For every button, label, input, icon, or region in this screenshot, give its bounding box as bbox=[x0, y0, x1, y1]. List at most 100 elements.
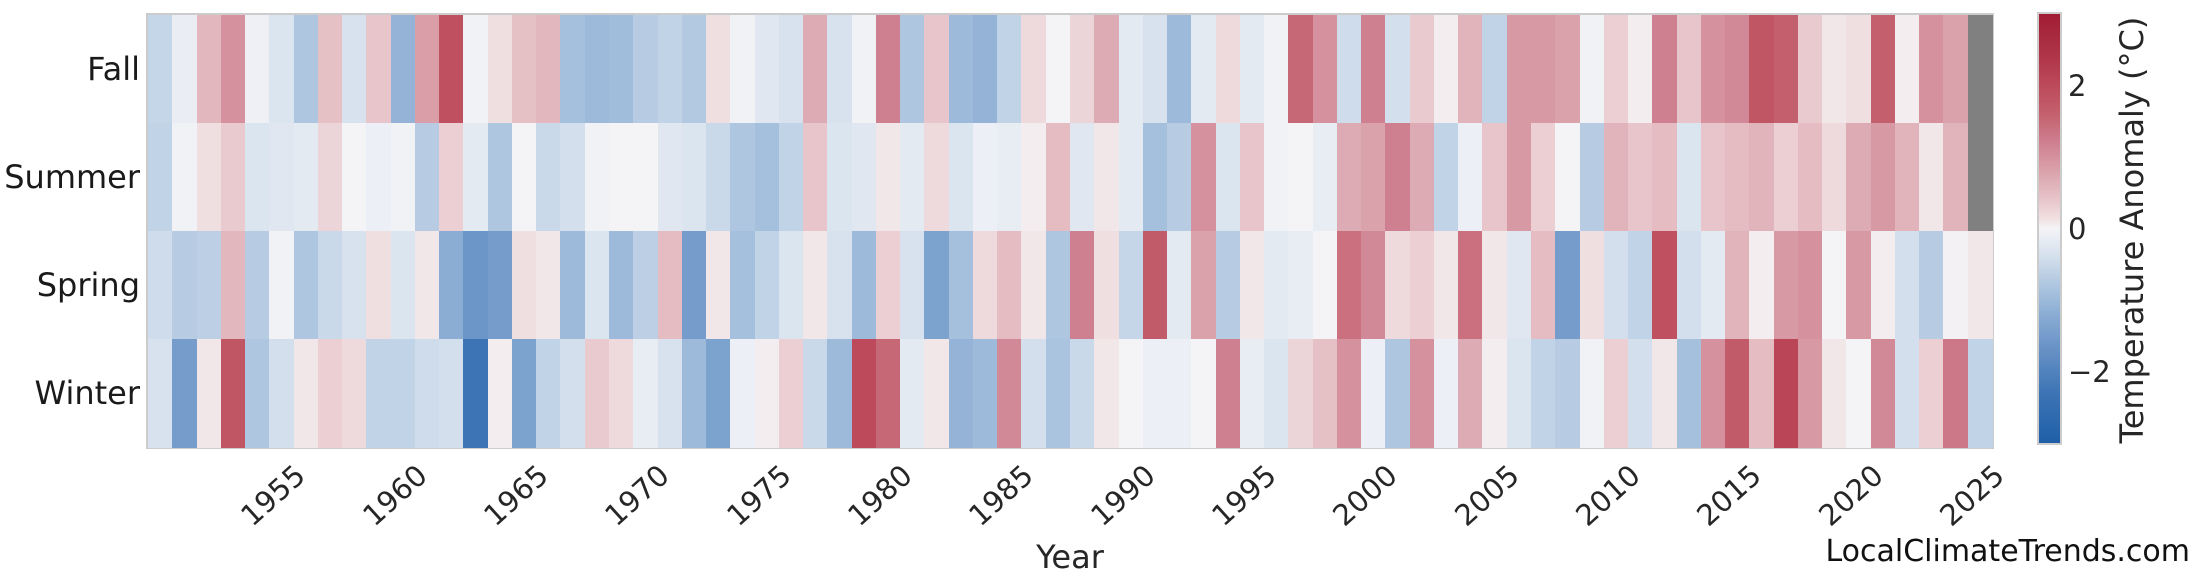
heatmap-cell-fall-1974 bbox=[730, 15, 756, 124]
heatmap-cell-winter-1955 bbox=[269, 339, 295, 448]
heatmap-cell-summer-1957 bbox=[317, 123, 343, 232]
heatmap-cell-fall-1996 bbox=[1264, 15, 1289, 124]
heatmap-cell-spring-1997 bbox=[1288, 231, 1314, 340]
heatmap-cell-fall-2005 bbox=[1482, 15, 1508, 124]
heatmap-cell-spring-2014 bbox=[1700, 231, 1726, 340]
heatmap-cell-winter-1957 bbox=[317, 339, 343, 448]
heatmap-cell-fall-1984 bbox=[972, 15, 998, 124]
heatmap-cell-spring-2017 bbox=[1773, 231, 1799, 340]
heatmap-cell-winter-1969 bbox=[609, 339, 634, 448]
heatmap-cell-spring-1966 bbox=[536, 231, 562, 340]
heatmap-cell-fall-2020 bbox=[1846, 15, 1872, 124]
heatmap-cell-spring-1959 bbox=[366, 231, 392, 340]
heatmap-cell-winter-2006 bbox=[1506, 339, 1532, 448]
heatmap-cell-winter-1954 bbox=[245, 339, 270, 448]
heatmap-cell-summer-2005 bbox=[1482, 123, 1508, 232]
heatmap-cell-summer-2006 bbox=[1506, 123, 1532, 232]
heatmap-cell-fall-1950 bbox=[148, 15, 173, 124]
heatmap-cell-fall-1965 bbox=[511, 15, 537, 124]
heatmap-cell-spring-1994 bbox=[1215, 231, 1241, 340]
heatmap-cell-winter-1990 bbox=[1118, 339, 1144, 448]
heatmap-cell-fall-2011 bbox=[1628, 15, 1653, 124]
heatmap-cell-winter-2008 bbox=[1555, 339, 1581, 448]
heatmap-cell-summer-1969 bbox=[609, 123, 634, 232]
heatmap-cell-winter-2019 bbox=[1822, 339, 1848, 448]
heatmap-cell-winter-1995 bbox=[1239, 339, 1265, 448]
heatmap-cell-summer-1995 bbox=[1239, 123, 1265, 232]
heatmap-cell-fall-1985 bbox=[997, 15, 1023, 124]
heatmap-cell-fall-1989 bbox=[1094, 15, 1120, 124]
heatmap-cell-summer-1960 bbox=[390, 123, 416, 232]
heatmap-cell-fall-1983 bbox=[948, 15, 974, 124]
heatmap-cell-fall-1995 bbox=[1239, 15, 1265, 124]
heatmap-cell-spring-2007 bbox=[1531, 231, 1556, 340]
heatmap-cell-spring-2010 bbox=[1603, 231, 1629, 340]
heatmap-cell-winter-1994 bbox=[1215, 339, 1241, 448]
heatmap-cell-spring-2002 bbox=[1409, 231, 1435, 340]
heatmap-cell-fall-1991 bbox=[1142, 15, 1168, 124]
heatmap-cell-summer-2002 bbox=[1409, 123, 1435, 232]
heatmap-cell-summer-1975 bbox=[754, 123, 780, 232]
heatmap-cell-winter-1985 bbox=[997, 339, 1023, 448]
heatmap-cell-summer-2021 bbox=[1870, 123, 1896, 232]
heatmap-cell-spring-1967 bbox=[560, 231, 586, 340]
heatmap-cell-fall-1986 bbox=[1021, 15, 1047, 124]
heatmap-cell-winter-1967 bbox=[560, 339, 586, 448]
heatmap-cell-summer-2009 bbox=[1579, 123, 1605, 232]
heatmap bbox=[148, 15, 1993, 448]
heatmap-cell-spring-1998 bbox=[1312, 231, 1338, 340]
heatmap-cell-winter-1975 bbox=[754, 339, 780, 448]
heatmap-cell-spring-1989 bbox=[1094, 231, 1120, 340]
heatmap-cell-summer-1954 bbox=[245, 123, 270, 232]
heatmap-cell-winter-1953 bbox=[220, 339, 246, 448]
heatmap-cell-fall-1993 bbox=[1191, 15, 1217, 124]
heatmap-cell-winter-1989 bbox=[1094, 339, 1120, 448]
heatmap-cell-summer-1984 bbox=[972, 123, 998, 232]
heatmap-cell-winter-1998 bbox=[1312, 339, 1338, 448]
x-tick-label-1960: 1960 bbox=[355, 458, 434, 533]
heatmap-cell-fall-2014 bbox=[1700, 15, 1726, 124]
heatmap-cell-fall-1951 bbox=[172, 15, 198, 124]
heatmap-cell-fall-1957 bbox=[317, 15, 343, 124]
heatmap-cell-fall-2012 bbox=[1652, 15, 1678, 124]
heatmap-cell-spring-1980 bbox=[875, 231, 901, 340]
heatmap-cell-spring-1979 bbox=[851, 231, 877, 340]
heatmap-cell-fall-2018 bbox=[1797, 15, 1823, 124]
heatmap-cell-summer-2017 bbox=[1773, 123, 1799, 232]
heatmap-cell-fall-1994 bbox=[1215, 15, 1241, 124]
heatmap-cell-spring-2000 bbox=[1361, 231, 1387, 340]
heatmap-cell-winter-2002 bbox=[1409, 339, 1435, 448]
heatmap-cell-spring-2009 bbox=[1579, 231, 1605, 340]
watermark-text: LocalClimateTrends.com bbox=[1825, 534, 2190, 569]
heatmap-cell-fall-2013 bbox=[1676, 15, 1702, 124]
heatmap-cell-winter-2017 bbox=[1773, 339, 1799, 448]
heatmap-cell-summer-1992 bbox=[1167, 123, 1192, 232]
heatmap-cell-winter-1983 bbox=[948, 339, 974, 448]
heatmap-cell-fall-2004 bbox=[1458, 15, 1484, 124]
heatmap-cell-spring-1965 bbox=[511, 231, 537, 340]
heatmap-cell-spring-1974 bbox=[730, 231, 756, 340]
heatmap-cell-winter-2023 bbox=[1919, 339, 1945, 448]
heatmap-cell-winter-2010 bbox=[1603, 339, 1629, 448]
x-tick-label-1980: 1980 bbox=[841, 458, 919, 533]
heatmap-cell-summer-1950 bbox=[148, 123, 173, 232]
heatmap-cell-winter-1952 bbox=[196, 339, 222, 448]
heatmap-cell-winter-1971 bbox=[657, 339, 683, 448]
heatmap-cell-summer-2001 bbox=[1385, 123, 1411, 232]
heatmap-cell-spring-1969 bbox=[609, 231, 634, 340]
heatmap-cell-fall-2021 bbox=[1870, 15, 1896, 124]
heatmap-cell-spring-2003 bbox=[1433, 231, 1459, 340]
heatmap-cell-spring-2018 bbox=[1797, 231, 1823, 340]
heatmap-cell-summer-1952 bbox=[196, 123, 222, 232]
heatmap-cell-summer-1993 bbox=[1191, 123, 1217, 232]
heatmap-cell-winter-1968 bbox=[584, 339, 610, 448]
heatmap-cell-spring-1958 bbox=[342, 231, 367, 340]
heatmap-cell-winter-1972 bbox=[681, 339, 707, 448]
heatmap-cell-winter-1958 bbox=[342, 339, 367, 448]
heatmap-cell-fall-1987 bbox=[1045, 15, 1071, 124]
colorbar-tick-label-2: 2 bbox=[2068, 68, 2087, 103]
heatmap-cell-spring-1982 bbox=[924, 231, 950, 340]
heatmap-cell-fall-1967 bbox=[560, 15, 586, 124]
heatmap-cell-fall-1978 bbox=[827, 15, 853, 124]
